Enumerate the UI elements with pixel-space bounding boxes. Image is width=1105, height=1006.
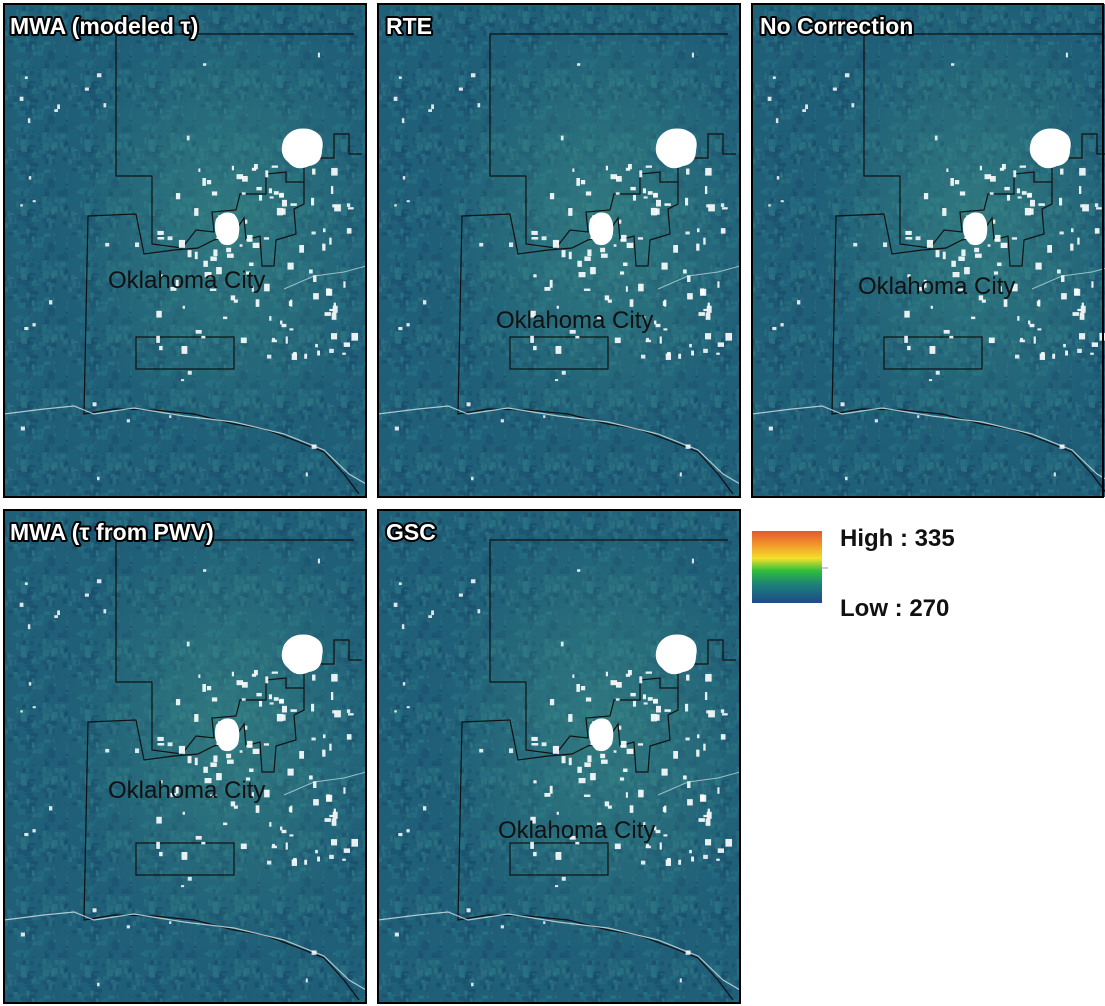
panel-title: MWA (τ from PWV): [10, 519, 214, 545]
city-label: Oklahoma City: [496, 307, 653, 334]
legend: High : 335 Low : 270: [752, 525, 955, 622]
map-image: [4, 510, 366, 1003]
figure: MWA (modeled τ) Oklahoma City RTE Oklaho…: [0, 0, 1105, 1006]
map-panel: No Correction Oklahoma City: [752, 4, 1105, 497]
city-label: Oklahoma City: [108, 267, 265, 294]
city-label: Oklahoma City: [108, 777, 265, 804]
color-ramp: [752, 531, 822, 603]
map-panel: RTE Oklahoma City: [378, 4, 740, 497]
legend-high: High : 335: [840, 525, 955, 552]
panel-title: No Correction: [760, 13, 913, 39]
legend-low: Low : 270: [840, 595, 949, 622]
map-image: [4, 4, 366, 497]
map-image: [752, 4, 1105, 497]
city-label: Oklahoma City: [498, 817, 655, 844]
map-panel: GSC Oklahoma City: [378, 510, 740, 1003]
map-image: [378, 4, 740, 497]
map-image: [378, 510, 740, 1003]
map-panel: MWA (modeled τ) Oklahoma City: [4, 4, 366, 497]
panel-title: GSC: [386, 519, 436, 545]
panel-title: RTE: [386, 13, 432, 39]
city-label: Oklahoma City: [858, 273, 1015, 300]
map-panel: MWA (τ from PWV) Oklahoma City: [4, 510, 366, 1003]
panel-title: MWA (modeled τ): [10, 13, 198, 39]
